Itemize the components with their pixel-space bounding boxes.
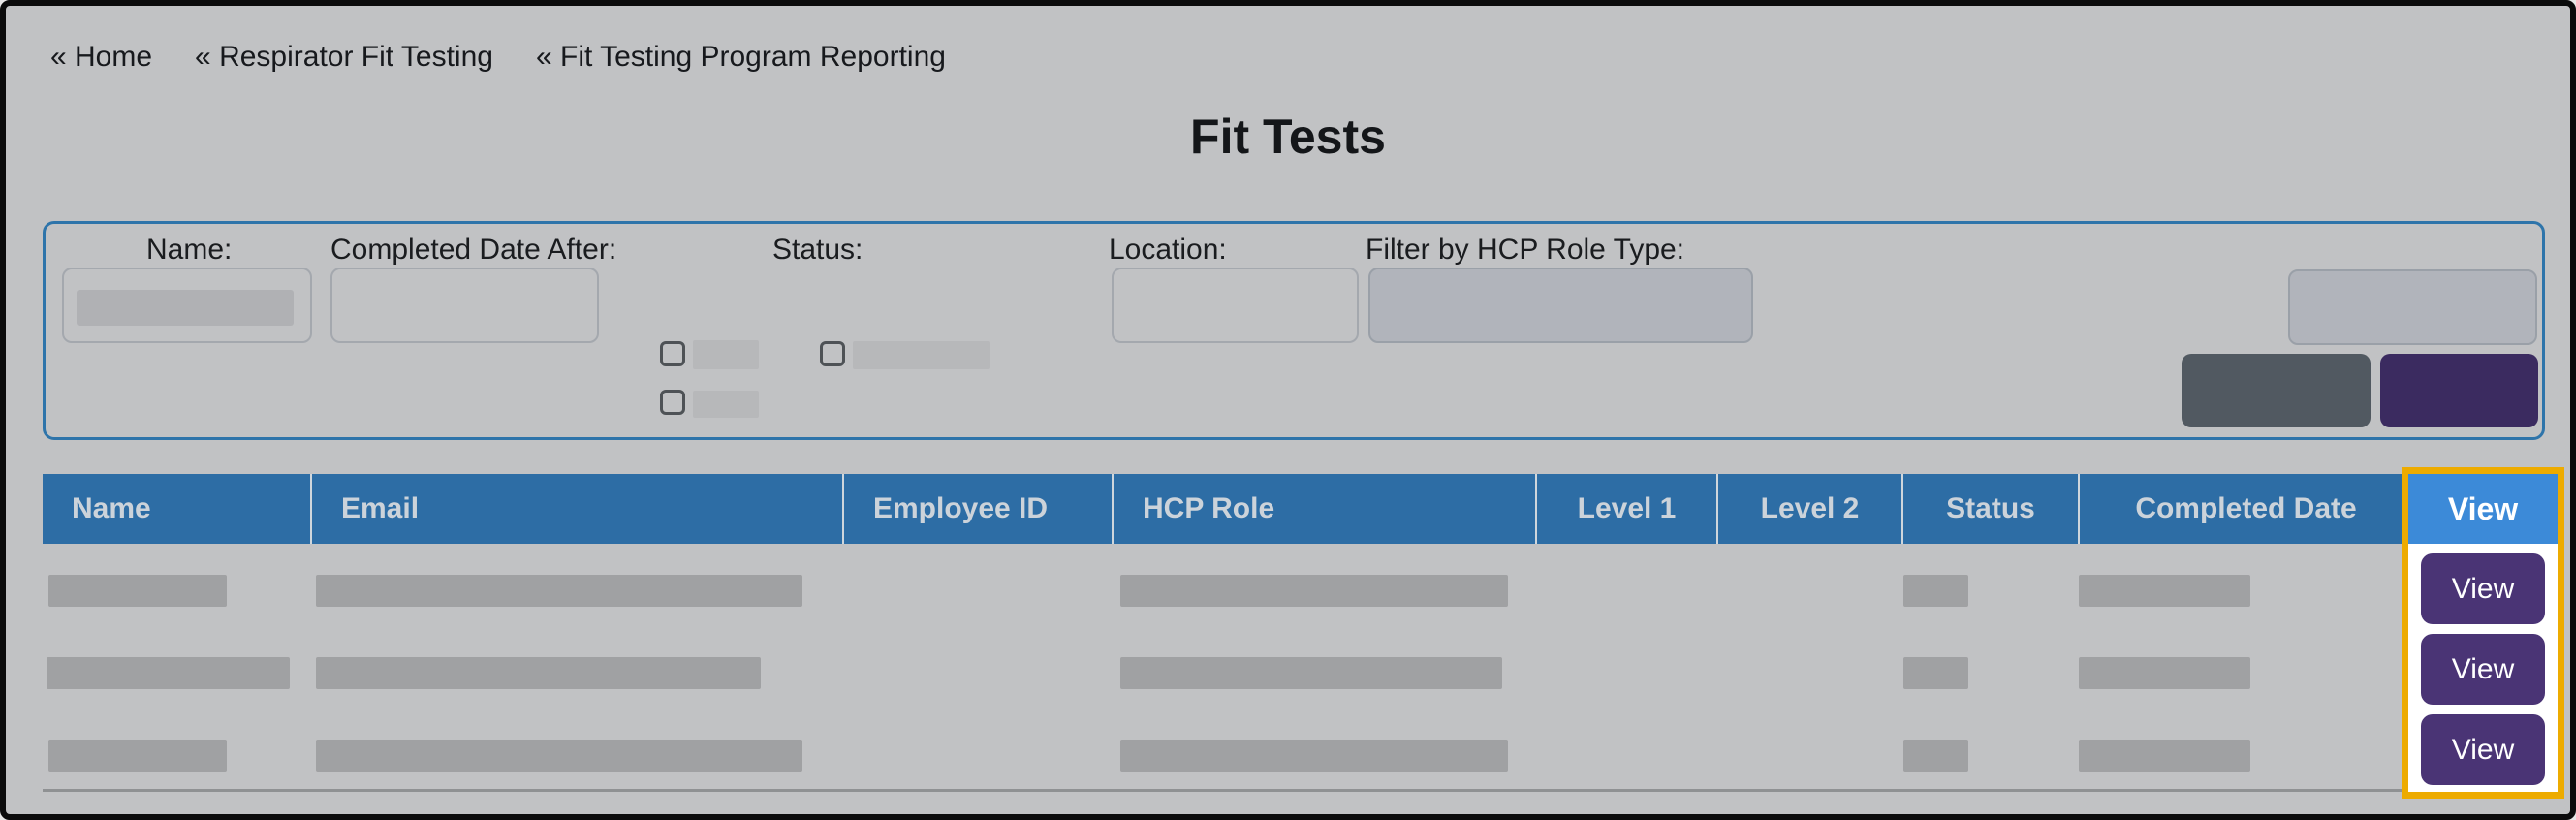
- table-row: [43, 544, 2414, 626]
- redacted-cell-completed_date: [2079, 575, 2250, 607]
- column-header-level-2: Level 2: [1718, 474, 1903, 544]
- table-row: [43, 626, 2414, 709]
- redacted-name-value: [77, 290, 294, 326]
- name-input[interactable]: [62, 268, 312, 343]
- redacted-cell-name: [48, 740, 227, 772]
- table-bottom-border: [43, 789, 2545, 792]
- hcp-role-type-select[interactable]: [1368, 268, 1753, 343]
- filter-panel: Name: Completed Date After: Status: Loca…: [43, 221, 2545, 440]
- completed-date-after-label: Completed Date After:: [330, 234, 617, 266]
- completed-date-after-input[interactable]: [330, 268, 599, 343]
- location-input[interactable]: [1112, 268, 1359, 343]
- location-label: Location:: [1109, 234, 1227, 266]
- status-checkbox-2[interactable]: [820, 341, 845, 366]
- breadcrumb-fit-testing-program-reporting[interactable]: « Fit Testing Program Reporting: [535, 41, 946, 73]
- redacted-cell-status: [1903, 657, 1968, 689]
- column-header-completed-date: Completed Date: [2080, 474, 2414, 544]
- view-button-row-1[interactable]: View: [2421, 553, 2545, 624]
- redacted-cell-completed_date: [2079, 740, 2250, 772]
- hcp-role-type-label: Filter by HCP Role Type:: [1366, 234, 1685, 266]
- column-header-status: Status: [1903, 474, 2080, 544]
- redacted-cell-name: [48, 575, 227, 607]
- column-header-view: View: [2408, 474, 2558, 544]
- breadcrumb-home[interactable]: « Home: [50, 41, 153, 73]
- redacted-checkbox-label-1: [693, 340, 759, 369]
- status-label: Status:: [772, 234, 864, 266]
- redacted-cell-hcp_role: [1120, 657, 1502, 689]
- view-button-row-2[interactable]: View: [2421, 634, 2545, 705]
- breadcrumb-respirator-fit-testing[interactable]: « Respirator Fit Testing: [195, 41, 493, 73]
- column-header-hcp-role: HCP Role: [1114, 474, 1537, 544]
- redacted-cell-email: [316, 740, 802, 772]
- column-header-level-1: Level 1: [1537, 474, 1718, 544]
- redacted-checkbox-label-2: [853, 341, 990, 369]
- view-column-highlight: View View View View: [2402, 467, 2564, 799]
- page-title: Fit Tests: [1190, 110, 1386, 164]
- column-header-email: Email: [312, 474, 844, 544]
- redacted-cell-status: [1903, 575, 1968, 607]
- extra-filter-input[interactable]: [2288, 269, 2537, 345]
- redacted-cell-hcp_role: [1120, 740, 1508, 772]
- table-row: [43, 709, 2414, 791]
- name-label: Name:: [146, 234, 233, 266]
- table-body: [43, 544, 2414, 791]
- redacted-cell-email: [316, 657, 761, 689]
- redacted-cell-name: [47, 657, 290, 689]
- column-header-employee-id: Employee ID: [844, 474, 1114, 544]
- filter-secondary-button[interactable]: [2182, 354, 2371, 427]
- redacted-cell-status: [1903, 740, 1968, 772]
- redacted-cell-hcp_role: [1120, 575, 1508, 607]
- view-button-row-3[interactable]: View: [2421, 714, 2545, 785]
- breadcrumb: « Home « Respirator Fit Testing « Fit Te…: [50, 41, 946, 74]
- redacted-cell-email: [316, 575, 802, 607]
- status-checkbox-3[interactable]: [660, 390, 685, 415]
- redacted-checkbox-label-3: [693, 391, 759, 418]
- status-checkbox-1[interactable]: [660, 341, 685, 366]
- filter-apply-button[interactable]: [2380, 354, 2538, 427]
- redacted-cell-completed_date: [2079, 657, 2250, 689]
- column-header-name: Name: [43, 474, 312, 544]
- table-header: Name Email Employee ID HCP Role Level 1 …: [43, 474, 2414, 544]
